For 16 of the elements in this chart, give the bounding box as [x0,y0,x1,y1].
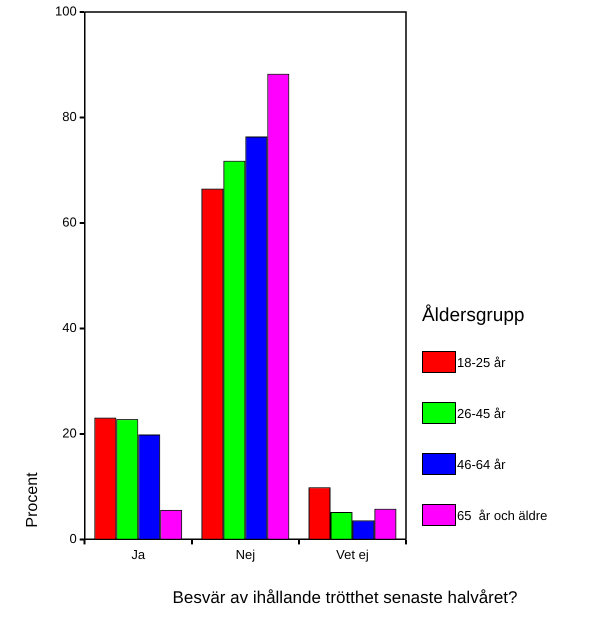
x-tick-label: Nej [236,546,256,562]
x-tick-label: Ja [131,546,146,562]
y-tick-label: 20 [62,426,77,440]
x-tick-label: Vet ej [336,546,369,562]
legend-label: 65 år och äldre [457,508,548,522]
y-tick-label: 60 [62,214,77,230]
legend-label: 26-45 år [457,406,506,420]
y-tick-label: 0 [69,530,77,546]
legend-label: 18-25 år [457,354,506,370]
legend-title: Åldersgrupp [422,305,526,327]
x-axis-title: Besvär av ihållande trötthet senaste halvåret? [172,588,518,608]
legend-label: 46-64 år [457,456,506,472]
y-tick-label: 80 [62,109,77,124]
y-tick-label: 100 [54,4,77,19]
y-axis-title: Procent [24,472,42,528]
y-tick-label: 40 [62,320,77,336]
